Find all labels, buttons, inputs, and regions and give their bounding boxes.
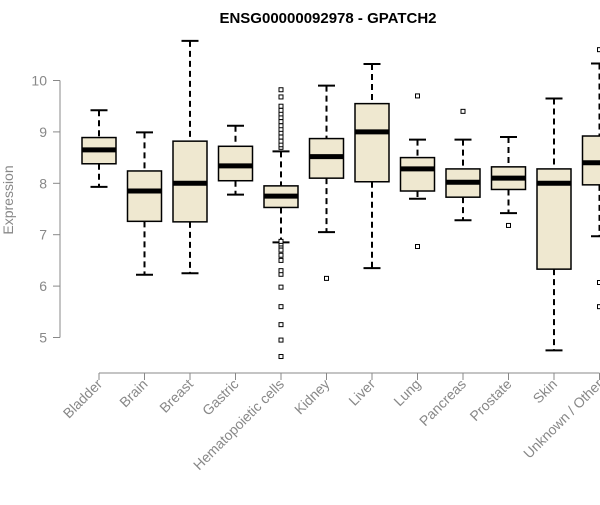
- outlier-point: [279, 285, 283, 289]
- x-category-label: Skin: [530, 376, 561, 407]
- outlier-point: [279, 88, 283, 92]
- y-axis-label: Expression: [0, 165, 16, 234]
- outlier-point: [279, 355, 283, 359]
- box: [401, 158, 435, 191]
- box: [128, 171, 162, 221]
- y-tick-label: 5: [39, 330, 47, 346]
- y-tick-label: 8: [39, 175, 47, 191]
- outlier-point: [279, 338, 283, 342]
- outlier-point: [461, 109, 465, 113]
- x-category-label: Brain: [116, 376, 150, 410]
- outlier-point: [279, 253, 283, 257]
- outlier-point: [416, 94, 420, 98]
- outlier-point: [279, 248, 283, 252]
- outlier-point: [279, 104, 283, 108]
- x-category-label: Breast: [156, 376, 196, 416]
- x-category-label: Unknown / Other: [520, 376, 600, 462]
- y-tick-label: 6: [39, 278, 47, 294]
- outlier-point: [279, 135, 283, 139]
- outlier-point: [279, 124, 283, 128]
- x-category-label: Prostate: [466, 376, 514, 424]
- x-category-label: Gastric: [199, 376, 242, 419]
- outlier-point: [416, 245, 420, 249]
- x-category-label: Kidney: [291, 376, 333, 418]
- outlier-point: [279, 269, 283, 273]
- y-tick-label: 10: [31, 73, 47, 89]
- chart-title: ENSG00000092978 - GPATCH2: [219, 10, 436, 27]
- outlier-point: [279, 323, 283, 327]
- y-tick-label: 7: [39, 227, 47, 243]
- x-category-label: Liver: [345, 376, 378, 409]
- x-category-label: Pancreas: [416, 376, 469, 429]
- outlier-point: [507, 223, 511, 227]
- outlier-point: [279, 108, 283, 112]
- outlier-point: [279, 95, 283, 99]
- outlier-point: [325, 276, 329, 280]
- outlier-point: [279, 120, 283, 124]
- x-category-label: Hematopoietic cells: [190, 376, 287, 473]
- y-tick-label: 9: [39, 124, 47, 140]
- outlier-point: [279, 239, 283, 243]
- x-category-label: Lung: [390, 376, 423, 409]
- x-category-label: Bladder: [60, 376, 106, 422]
- outlier-point: [279, 305, 283, 309]
- outlier-point: [279, 139, 283, 143]
- outlier-point: [279, 258, 283, 262]
- box: [355, 104, 389, 182]
